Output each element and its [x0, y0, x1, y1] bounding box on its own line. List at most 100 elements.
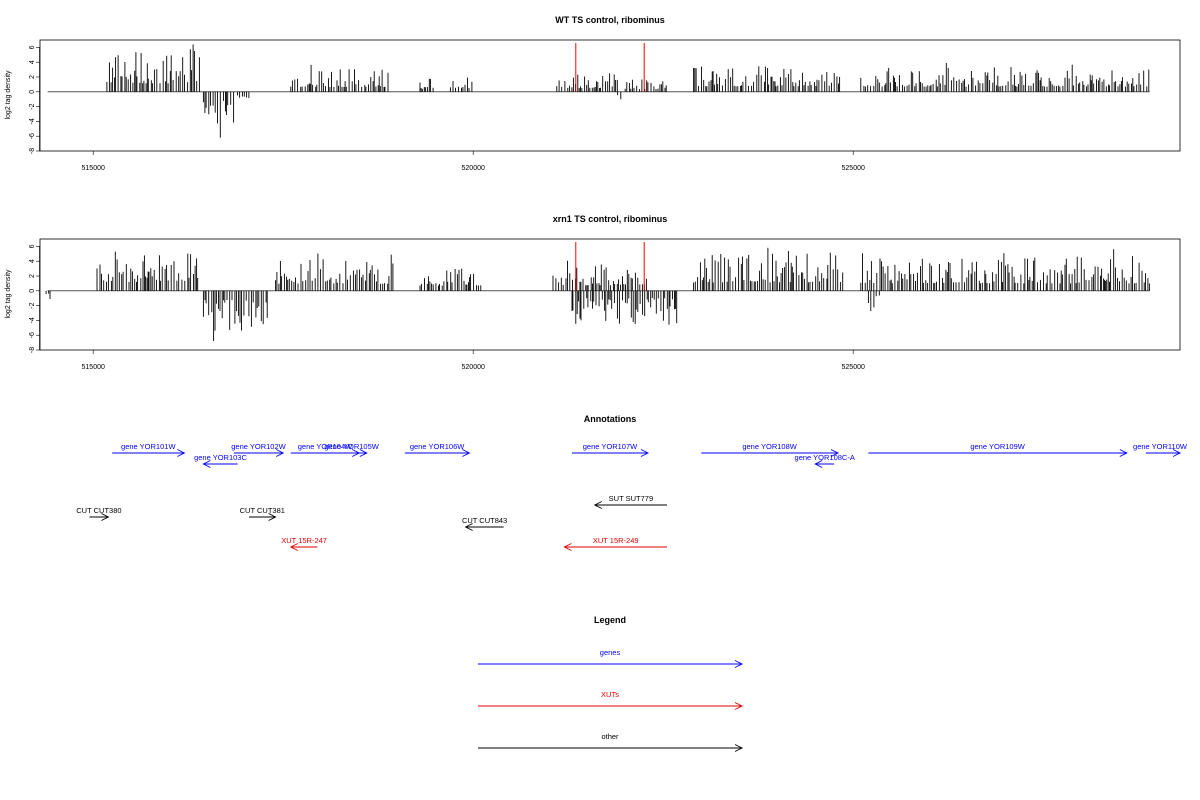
annotation-gene-arrow-head [1172, 449, 1182, 457]
wt-x-axis: 515000 520000 525000 [82, 151, 865, 172]
xrn1-plot-frame [39, 238, 1181, 351]
annotation-gene-arrow: gene YOR103C [194, 453, 247, 468]
wt-panel: WT TS control, ribominus log2 tag densit… [5, 15, 1181, 172]
xrn1-y-axis-label: log2 tag density [5, 269, 12, 319]
annotation-gene-arrow-head [462, 449, 471, 457]
annotation-other-arrow: CUT CUT843 [462, 516, 507, 531]
annotation-label: gene YOR105W [324, 442, 379, 451]
annotation-label: CUT CUT843 [462, 516, 507, 525]
annotation-xut-arrow: XUT 15R-247 [281, 536, 327, 551]
annotation-gene-arrow-head [1119, 449, 1128, 457]
annotation-gene-arrow-head [202, 460, 211, 468]
wt-x-tick-label: 520000 [462, 165, 485, 172]
wt-y-tick-label: -8 [29, 148, 36, 154]
legend-gene-arrow-head [734, 660, 744, 668]
xrn1-y-tick-label: 4 [29, 259, 36, 263]
annotation-label: gene YOR109W [970, 442, 1025, 451]
xrn1-x-tick-label: 515000 [82, 364, 105, 371]
annotation-gene-arrow: gene YOR106W [404, 442, 471, 457]
wt-x-tick-label: 515000 [82, 165, 105, 172]
annotation-gene-arrow: gene YOR101W [112, 442, 186, 457]
legend-gene-arrow: genes [478, 648, 744, 668]
wt-x-tick-label: 525000 [842, 165, 865, 172]
wt-y-tick-label: 4 [29, 60, 36, 64]
xrn1-y-tick-label: -6 [29, 332, 36, 338]
annotation-gene-arrow-head [275, 449, 285, 457]
annotation-label: gene YOR104W [298, 442, 353, 451]
annotation-label: gene YOR108W [742, 442, 797, 451]
wt-y-tick-label: 2 [29, 75, 36, 79]
annotation-other-arrow-head [464, 523, 473, 531]
legend: Legend genes XUTs other [478, 615, 744, 752]
annotation-other-arrow: SUT SUT779 [593, 494, 667, 509]
wt-y-axis: -8 -6 -4 -2 0 2 4 6 [29, 45, 40, 154]
annotation-gene-arrow-head [640, 449, 650, 457]
wt-y-tick-label: -2 [29, 103, 36, 109]
annotation-other-arrow-head [268, 513, 277, 521]
legend-title: Legend [594, 615, 626, 625]
wt-y-tick-label: -4 [29, 118, 36, 124]
xrn1-y-tick-label: 2 [29, 274, 36, 278]
xrn1-panel: xrn1 TS control, ribominus log2 tag dens… [5, 214, 1181, 371]
legend-other-arrow-head [734, 744, 744, 752]
wt-panel-title: WT TS control, ribominus [555, 15, 665, 25]
annotation-other-arrow-head [101, 513, 110, 521]
xrn1-y-tick-label: -4 [29, 317, 36, 323]
legend-xut-arrow-head [734, 702, 744, 710]
annotation-gene-arrow: gene YOR107W [572, 442, 650, 457]
annotation-other-arrow: CUT CUT380 [76, 506, 122, 521]
legend-items: genes XUTs other [478, 648, 744, 752]
legend-label: genes [600, 648, 621, 657]
wt-y-axis-label: log2 tag density [5, 70, 12, 120]
annotation-label: gene YOR102W [231, 442, 286, 451]
annotation-gene-arrow-head [177, 449, 186, 457]
annotation-label: XUT 15R-247 [281, 536, 327, 545]
annotation-xut-arrow: XUT 15R-249 [563, 536, 667, 551]
annotation-gene-arrow-head [830, 449, 840, 457]
annotation-label: gene YOR107W [583, 442, 638, 451]
annotation-label: gene YOR106W [410, 442, 465, 451]
xrn1-y-axis: -8 -6 -4 -2 0 2 4 6 [29, 244, 40, 353]
xrn1-x-tick-label: 525000 [842, 364, 865, 371]
annotation-xut-arrow-head [289, 543, 299, 551]
annotation-gene-arrow: gene YOR109W [868, 442, 1128, 457]
wt-y-tick-label: 0 [29, 90, 36, 94]
annotation-gene-arrow: gene YOR108W [701, 442, 840, 457]
annotation-label: CUT CUT381 [240, 506, 285, 515]
annotation-gene-arrow: gene YOR108C-A [795, 453, 855, 468]
annotation-gene-arrow: gene YOR102W [231, 442, 287, 457]
annotation-gene-arrow: gene YOR105W [324, 442, 380, 457]
annotation-gene-arrow-head [814, 460, 823, 468]
annotation-label: XUT 15R-249 [593, 536, 639, 545]
legend-xut-arrow: XUTs [478, 690, 744, 710]
annotation-features: gene YOR101W gene YOR102W gene YOR103C gene… [76, 442, 1188, 551]
xrn1-y-tick-label: 6 [29, 244, 36, 248]
wt-y-tick-label: 6 [29, 45, 36, 49]
annotation-label: gene YOR110W [1133, 442, 1188, 451]
xrn1-x-axis: 515000 520000 525000 [82, 350, 865, 371]
legend-other-arrow: other [478, 732, 744, 752]
annotation-label: gene YOR103C [194, 453, 247, 462]
wt-region-markers [575, 43, 645, 92]
annotations-title: Annotations [584, 414, 637, 424]
xrn1-y-tick-label: -2 [29, 302, 36, 308]
xrn1-y-tick-label: -8 [29, 347, 36, 353]
annotation-gene-arrow: gene YOR110W [1133, 442, 1188, 457]
annotation-label: gene YOR108C-A [795, 453, 855, 462]
xrn1-panel-title: xrn1 TS control, ribominus [553, 214, 668, 224]
annotation-label: gene YOR101W [121, 442, 176, 451]
xrn1-y-tick-label: 0 [29, 289, 36, 293]
annotation-gene-arrow-head [359, 449, 368, 457]
xrn1-density-bars [45, 247, 1150, 341]
annotation-other-arrow-head [593, 501, 603, 509]
wt-y-tick-label: -6 [29, 133, 36, 139]
xrn1-region-markers [575, 242, 645, 291]
annotation-xut-arrow-head [563, 543, 572, 551]
wt-plot-frame [39, 39, 1181, 152]
xrn1-x-tick-label: 520000 [462, 364, 485, 371]
annotation-other-arrow: CUT CUT381 [240, 506, 285, 521]
annotation-label: SUT SUT779 [609, 494, 653, 503]
annotations-track: Annotations gene YOR101W gene YOR102Wgene… [76, 414, 1188, 551]
wt-density-bars [47, 44, 1150, 138]
